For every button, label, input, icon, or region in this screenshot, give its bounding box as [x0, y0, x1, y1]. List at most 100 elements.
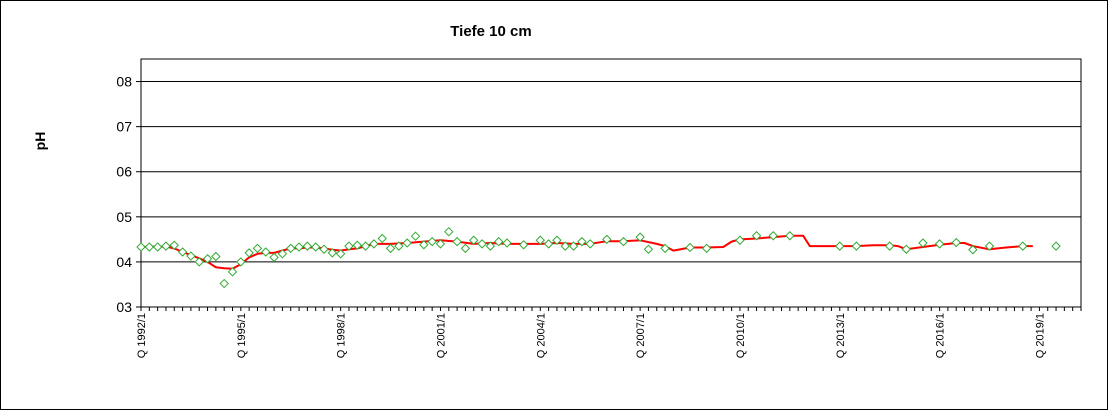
data-point [161, 241, 171, 251]
data-point [169, 240, 179, 250]
data-point [377, 233, 387, 244]
data-point [460, 243, 471, 254]
data-point [618, 236, 629, 247]
data-point [410, 231, 421, 241]
data-point [244, 248, 254, 258]
y-tick-label: 06 [116, 164, 132, 180]
data-point [768, 231, 778, 241]
data-point [394, 241, 404, 251]
data-point [951, 237, 961, 248]
data-point [236, 257, 246, 267]
data-point [302, 241, 313, 251]
chart-title: Tiefe 10 cm [450, 23, 531, 40]
data-point [984, 241, 995, 251]
data-point [918, 238, 928, 248]
data-point [884, 241, 895, 251]
data-point [751, 231, 762, 241]
y-axis-label: pH [32, 132, 48, 151]
data-point [1051, 241, 1061, 251]
x-tick-label: Q 2013/1 [835, 313, 847, 358]
data-point [419, 240, 429, 250]
data-point [136, 242, 146, 252]
data-point [227, 267, 238, 277]
data-point [701, 243, 712, 254]
data-point [968, 245, 978, 255]
data-point [352, 240, 362, 250]
data-point [194, 257, 204, 267]
data-point [385, 243, 396, 254]
data-point [277, 249, 288, 259]
data-point [502, 238, 512, 248]
x-tick-label: Q 1998/1 [336, 313, 348, 358]
y-tick-label: 04 [116, 254, 132, 270]
x-tick-label: Q 2001/1 [435, 313, 447, 358]
data-point [577, 236, 587, 247]
data-point [477, 239, 487, 249]
data-point [660, 243, 670, 254]
ph-measurement-series [136, 226, 1061, 289]
data-point [202, 254, 213, 264]
data-point [851, 241, 862, 251]
x-ticks: Q 1992/1 Q 1995/1 Q 1998/1 Q 2001/1 Q 2004/1… [136, 307, 1082, 358]
data-point [369, 239, 379, 249]
data-point [552, 235, 562, 245]
x-tick-label: Q 2007/1 [635, 313, 647, 358]
data-point [186, 251, 196, 261]
x-tick-label: Q 1995/1 [236, 313, 248, 358]
y-tick-label: 05 [116, 209, 132, 225]
data-point [934, 239, 945, 249]
data-point [269, 252, 279, 263]
data-point [286, 243, 296, 254]
data-point [344, 241, 354, 251]
data-point [901, 244, 912, 254]
x-tick-label: Q 2010/1 [735, 313, 747, 358]
data-point [177, 247, 188, 257]
x-tick-label: Q 2004/1 [535, 313, 547, 358]
data-point [402, 238, 412, 248]
data-point [685, 242, 695, 253]
data-point [785, 231, 795, 241]
data-point [435, 239, 446, 249]
y-tick-label: 08 [116, 74, 132, 90]
data-point [485, 241, 496, 251]
data-point [310, 242, 321, 252]
data-point [211, 251, 221, 262]
x-tick-label: Q 2016/1 [935, 313, 947, 358]
data-point [560, 241, 570, 251]
data-point [602, 234, 612, 245]
data-point [427, 236, 437, 247]
data-point [543, 239, 554, 249]
data-point [360, 241, 371, 251]
data-point [152, 242, 163, 252]
y-ticks: 03 04 05 06 07 08 [116, 74, 141, 315]
data-point [469, 235, 479, 245]
data-point [735, 235, 745, 245]
data-point [835, 241, 845, 251]
data-point [585, 239, 595, 249]
data-point [568, 241, 579, 251]
data-point [535, 235, 545, 245]
gridlines [141, 81, 1081, 263]
data-point [219, 278, 229, 289]
y-tick-label: 07 [116, 119, 132, 135]
data-point [261, 247, 271, 257]
data-point [444, 226, 454, 237]
data-point [1018, 241, 1028, 251]
data-point [493, 236, 504, 247]
data-point [294, 242, 304, 252]
data-point [518, 240, 529, 250]
data-point [252, 243, 263, 254]
y-tick-label: 03 [116, 299, 132, 315]
data-point [335, 249, 346, 259]
x-tick-label: Q 1992/1 [136, 313, 148, 358]
plot-area [140, 58, 1082, 308]
data-point [452, 236, 462, 247]
data-point [327, 248, 338, 258]
data-point [643, 244, 654, 254]
data-point [144, 242, 155, 252]
x-tick-label: Q 2019/1 [1034, 313, 1046, 358]
data-point [319, 244, 329, 254]
data-point [635, 232, 645, 242]
